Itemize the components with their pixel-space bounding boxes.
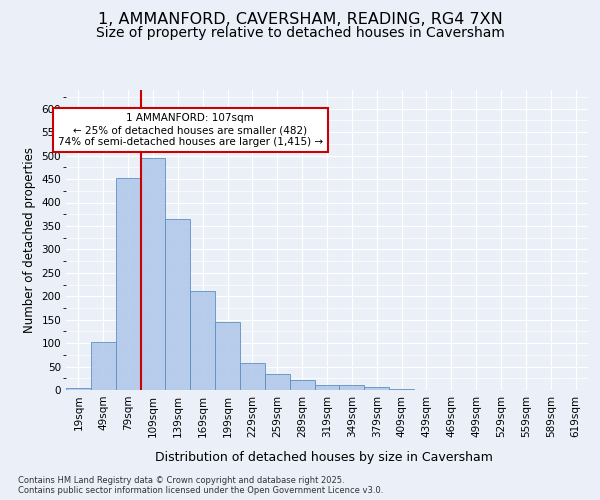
Text: Distribution of detached houses by size in Caversham: Distribution of detached houses by size … bbox=[155, 451, 493, 464]
Bar bbox=[340, 386, 364, 390]
Bar bbox=[116, 178, 140, 390]
Bar bbox=[265, 374, 290, 390]
Text: 1 AMMANFORD: 107sqm
← 25% of detached houses are smaller (482)
74% of semi-detac: 1 AMMANFORD: 107sqm ← 25% of detached ho… bbox=[58, 114, 323, 146]
Bar bbox=[364, 386, 389, 390]
Bar bbox=[314, 385, 340, 390]
Bar bbox=[215, 322, 240, 390]
Text: Size of property relative to detached houses in Caversham: Size of property relative to detached ho… bbox=[95, 26, 505, 40]
Text: Contains HM Land Registry data © Crown copyright and database right 2025.
Contai: Contains HM Land Registry data © Crown c… bbox=[18, 476, 383, 495]
Bar bbox=[166, 219, 190, 390]
Bar bbox=[91, 342, 116, 390]
Text: 1, AMMANFORD, CAVERSHAM, READING, RG4 7XN: 1, AMMANFORD, CAVERSHAM, READING, RG4 7X… bbox=[98, 12, 502, 28]
Bar bbox=[240, 363, 265, 390]
Bar bbox=[190, 291, 215, 390]
Y-axis label: Number of detached properties: Number of detached properties bbox=[23, 147, 36, 333]
Bar bbox=[290, 380, 314, 390]
Bar bbox=[66, 388, 91, 390]
Bar bbox=[389, 389, 414, 390]
Bar bbox=[140, 158, 166, 390]
